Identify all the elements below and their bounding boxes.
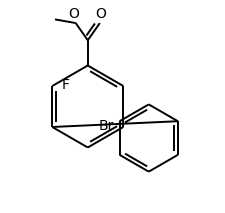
Text: F: F (61, 78, 70, 92)
Text: O: O (68, 7, 79, 20)
Text: O: O (95, 7, 106, 20)
Text: Br: Br (98, 119, 113, 133)
